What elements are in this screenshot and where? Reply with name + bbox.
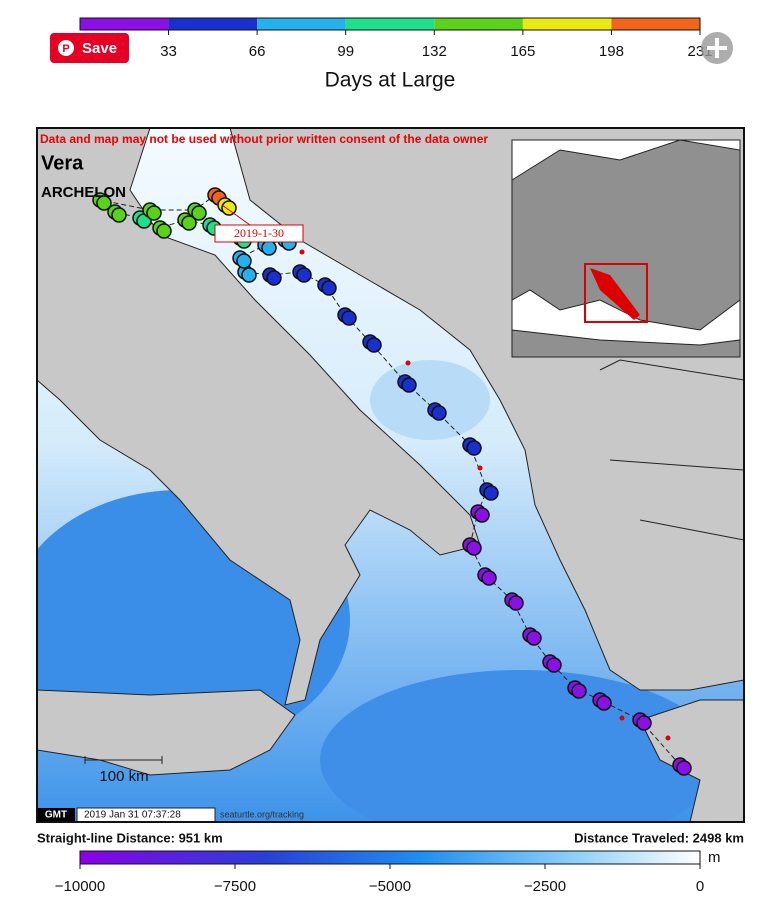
tick-label: 99 xyxy=(337,43,354,60)
track-point xyxy=(401,377,417,393)
track-point xyxy=(431,405,447,421)
map-area: 2019-1-30 Data and map may not be used w… xyxy=(37,128,744,822)
colorbar-border xyxy=(79,17,701,31)
days-colorbar: 33 66 99 132 165 198 231 xyxy=(79,17,713,60)
track-point xyxy=(321,280,337,296)
track-point xyxy=(261,240,277,256)
tick-label: 132 xyxy=(422,43,447,60)
position-fix xyxy=(665,735,671,741)
track-point xyxy=(466,440,482,456)
track-point xyxy=(266,270,282,286)
track-point xyxy=(191,205,207,221)
logo: GMT xyxy=(45,810,67,821)
track-point xyxy=(546,657,562,673)
track-point xyxy=(366,337,382,353)
save-label: Save xyxy=(82,40,117,57)
map-frame xyxy=(36,127,745,823)
turtle-name: Vera xyxy=(41,152,84,174)
track-point xyxy=(96,195,112,211)
track-point xyxy=(676,760,692,776)
tick-label: 198 xyxy=(599,43,624,60)
track-point xyxy=(341,310,357,326)
svg-text:P: P xyxy=(62,43,69,55)
track-point xyxy=(571,683,587,699)
tick-label: −2500 xyxy=(524,878,566,895)
colorbar-segment xyxy=(611,18,700,30)
tick-label: 66 xyxy=(249,43,266,60)
position-fix xyxy=(619,715,625,721)
track-point xyxy=(526,630,542,646)
tick-label: 165 xyxy=(510,43,535,60)
track-point xyxy=(508,595,524,611)
track-point xyxy=(636,715,652,731)
expand-icon[interactable] xyxy=(701,32,733,64)
scale-label: 100 km xyxy=(99,768,148,785)
tick-label: −7500 xyxy=(214,878,256,895)
track-point xyxy=(474,507,490,523)
notice: Data and map may not be used without pri… xyxy=(40,132,488,146)
colorbar-segment xyxy=(522,18,612,30)
date-label-box xyxy=(214,224,304,243)
inset-map xyxy=(511,139,741,358)
colorbar-segment xyxy=(80,18,169,30)
depth-colorbar xyxy=(79,850,701,865)
timestamp: 2019 Jan 31 07:37:28 xyxy=(84,810,181,821)
colorbar-title: Days at Large xyxy=(325,69,456,92)
colorbar-segment xyxy=(168,18,258,30)
source: seaturtle.org/tracking xyxy=(220,809,304,819)
track-point xyxy=(466,540,482,556)
tick-label: −10000 xyxy=(55,878,105,895)
tick-label: 0 xyxy=(696,878,704,895)
track-point xyxy=(181,215,197,231)
track-point xyxy=(156,223,172,239)
track-point xyxy=(236,253,252,269)
distance-traveled: Distance Traveled: 2498 km xyxy=(574,830,744,845)
organization: ARCHELON xyxy=(41,184,126,201)
straight-line-distance: Straight-line Distance: 951 km xyxy=(37,830,223,845)
track-point xyxy=(241,267,257,283)
tick-label: −5000 xyxy=(369,878,411,895)
track-line xyxy=(99,194,681,766)
track-point xyxy=(296,267,312,283)
colorbar-segment xyxy=(345,18,435,30)
track-point xyxy=(221,200,237,216)
position-fix xyxy=(405,360,411,366)
save-button[interactable]: P Save xyxy=(50,33,129,63)
track-point xyxy=(483,485,499,501)
track-point xyxy=(146,205,162,221)
tick-label: 33 xyxy=(160,43,177,60)
position-fix xyxy=(299,249,305,255)
depth-ticks: −10000 −7500 −5000 −2500 0 xyxy=(55,864,704,895)
track-point xyxy=(596,695,612,711)
colorbar-segment xyxy=(257,18,346,30)
track-point xyxy=(481,570,497,586)
depth-unit: m xyxy=(708,849,721,866)
position-fix xyxy=(477,465,483,471)
track-point xyxy=(111,207,127,223)
date-label: 2019-1-30 xyxy=(234,226,284,240)
colorbar-segment xyxy=(434,18,523,30)
